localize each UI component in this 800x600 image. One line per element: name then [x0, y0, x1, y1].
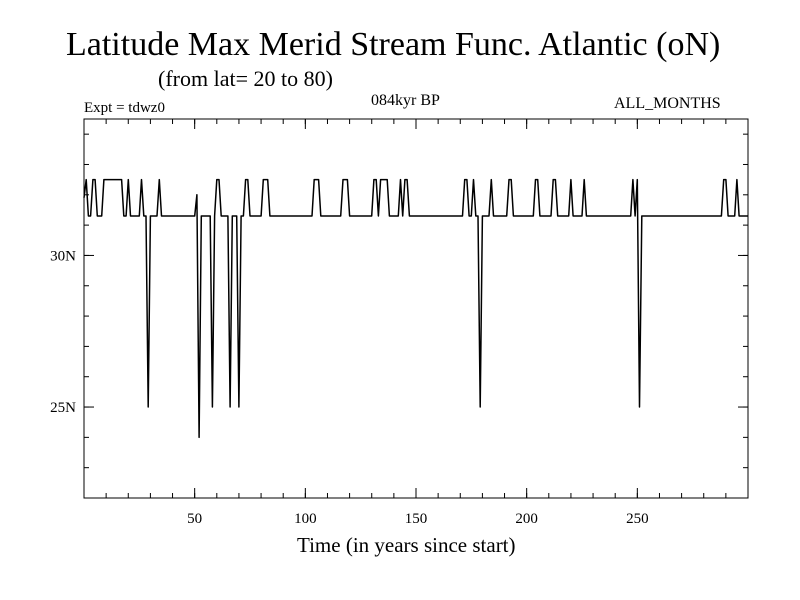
series-group [83, 178, 748, 439]
x-tick-label: 200 [515, 511, 538, 527]
series-line [83, 178, 748, 439]
minor-ticks [84, 119, 748, 499]
months-label: ALL_MONTHS [614, 95, 721, 112]
x-tick-label: 250 [626, 511, 649, 527]
x-tick-label: 150 [405, 511, 428, 527]
experiment-label: Expt = tdwz0 [84, 100, 165, 116]
x-tick-label: 50 [187, 511, 202, 527]
y-tick-label: 30N [50, 248, 76, 264]
x-tick-label: 100 [294, 511, 317, 527]
x-axis-label: Time (in years since start) [297, 533, 516, 557]
plot-frame [83, 118, 749, 499]
chart-subtitle: (from lat= 20 to 80) [158, 66, 333, 91]
chart-title: Latitude Max Merid Stream Func. Atlantic… [66, 26, 721, 63]
period-label: 084kyr BP [371, 92, 440, 109]
y-tick-label: 25N [50, 400, 76, 416]
tick-labels: 50 100 150 200 250 25N 30N [50, 248, 648, 527]
major-ticks [84, 119, 748, 498]
